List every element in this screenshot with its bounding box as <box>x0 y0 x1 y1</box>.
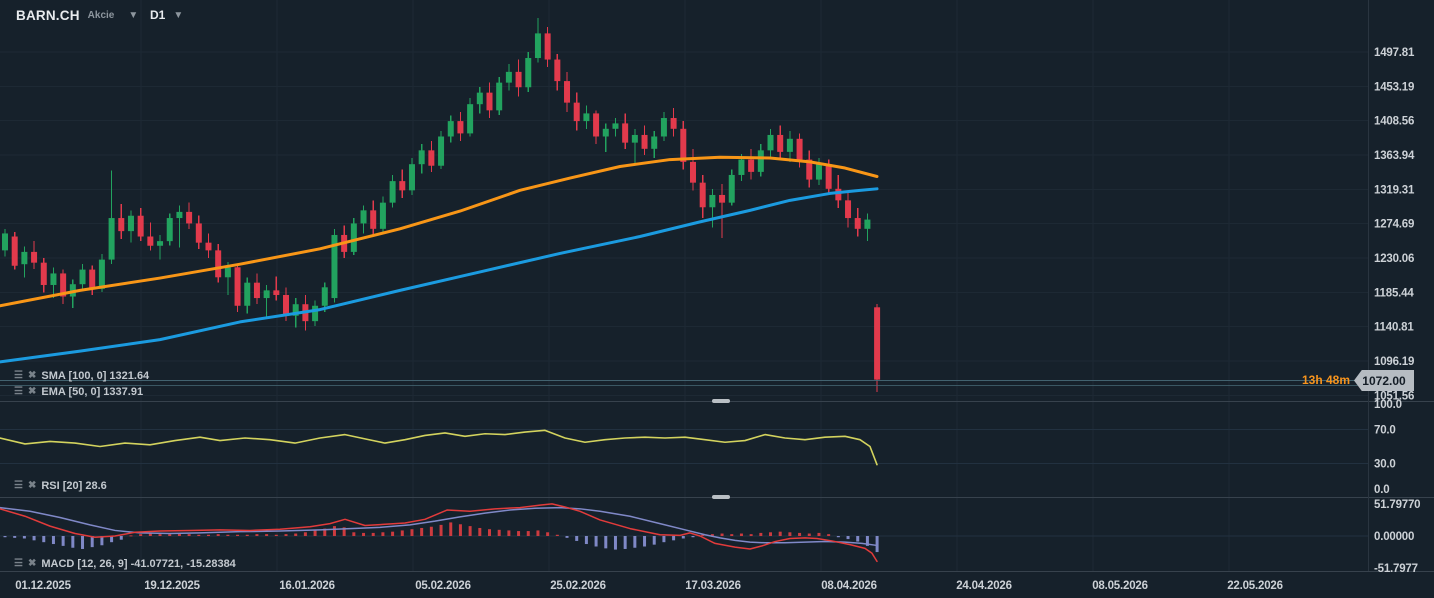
svg-text:1051.56: 1051.56 <box>1374 390 1414 402</box>
svg-text:1185.44: 1185.44 <box>1374 287 1414 299</box>
indicator-row-ema: ☰ ✖ EMA [50, 0] 1337.91 <box>14 385 143 399</box>
svg-text:01.12.2025: 01.12.2025 <box>15 580 71 592</box>
bar-countdown: 13h 48m <box>1301 373 1350 387</box>
svg-text:1497.81: 1497.81 <box>1374 47 1415 59</box>
svg-text:0.0: 0.0 <box>1374 484 1389 496</box>
svg-text:-51.7977: -51.7977 <box>1374 563 1418 575</box>
instrument-type-label: Akcie <box>87 10 115 21</box>
last-price-tag: 1072.00 <box>1354 370 1414 391</box>
svg-text:17.03.2026: 17.03.2026 <box>685 580 741 592</box>
svg-text:1408.56: 1408.56 <box>1374 116 1414 128</box>
indicator-close-icon[interactable]: ✖ <box>27 386 37 397</box>
svg-text:08.05.2026: 08.05.2026 <box>1092 580 1148 592</box>
indicator-settings-icon[interactable]: ☰ <box>14 480 23 491</box>
svg-text:100.0: 100.0 <box>1374 399 1402 411</box>
svg-text:70.0: 70.0 <box>1374 425 1396 437</box>
svg-text:30.0: 30.0 <box>1374 459 1396 471</box>
indicator-close-icon[interactable]: ✖ <box>27 558 37 569</box>
svg-text:22.05.2026: 22.05.2026 <box>1227 580 1283 592</box>
indicator-settings-icon[interactable]: ☰ <box>14 386 23 397</box>
indicator-settings-icon[interactable]: ☰ <box>14 370 23 381</box>
svg-text:51.79770: 51.79770 <box>1374 499 1420 511</box>
macd-label: MACD [12, 26, 9] -41.07721, -15.28384 <box>41 558 236 570</box>
svg-text:05.02.2026: 05.02.2026 <box>415 580 471 592</box>
indicator-row-sma: ☰ ✖ SMA [100, 0] 1321.64 <box>14 369 149 383</box>
svg-text:24.04.2026: 24.04.2026 <box>956 580 1012 592</box>
svg-text:1140.81: 1140.81 <box>1374 322 1414 334</box>
indicator-close-icon[interactable]: ✖ <box>27 480 37 491</box>
svg-text:1363.94: 1363.94 <box>1374 150 1415 162</box>
timeframe-selector[interactable]: D1 ▼ <box>150 8 183 22</box>
indicator-settings-icon[interactable]: ☰ <box>14 558 23 569</box>
sma-label: SMA [100, 0] 1321.64 <box>41 370 150 382</box>
svg-text:1230.06: 1230.06 <box>1374 253 1414 265</box>
chevron-down-icon[interactable]: ▼ <box>173 9 184 21</box>
symbol-selector[interactable]: BARN.CH Akcie ▼ <box>16 8 138 23</box>
svg-text:16.01.2026: 16.01.2026 <box>279 580 335 592</box>
symbol-name[interactable]: BARN.CH <box>16 8 80 23</box>
svg-text:1453.19: 1453.19 <box>1374 81 1414 93</box>
last-price-value: 1072.00 <box>1362 373 1406 388</box>
timeframe-value[interactable]: D1 <box>150 8 166 22</box>
chevron-down-icon[interactable]: ▼ <box>128 10 139 21</box>
indicator-close-icon[interactable]: ✖ <box>27 370 37 381</box>
ema-label: EMA [50, 0] 1337.91 <box>41 386 144 398</box>
indicator-row-macd: ☰ ✖ MACD [12, 26, 9] -41.07721, -15.2838… <box>14 557 236 571</box>
svg-text:1096.19: 1096.19 <box>1374 356 1414 368</box>
svg-text:25.02.2026: 25.02.2026 <box>550 580 606 592</box>
svg-text:19.12.2025: 19.12.2025 <box>144 580 200 592</box>
indicator-row-rsi: ☰ ✖ RSI [20] 28.6 <box>14 479 107 493</box>
svg-text:0.00000: 0.00000 <box>1374 531 1414 543</box>
svg-text:1319.31: 1319.31 <box>1374 184 1415 196</box>
rsi-label: RSI [20] 28.6 <box>41 480 107 492</box>
svg-text:08.04.2026: 08.04.2026 <box>821 580 877 592</box>
svg-text:1274.69: 1274.69 <box>1374 219 1414 231</box>
